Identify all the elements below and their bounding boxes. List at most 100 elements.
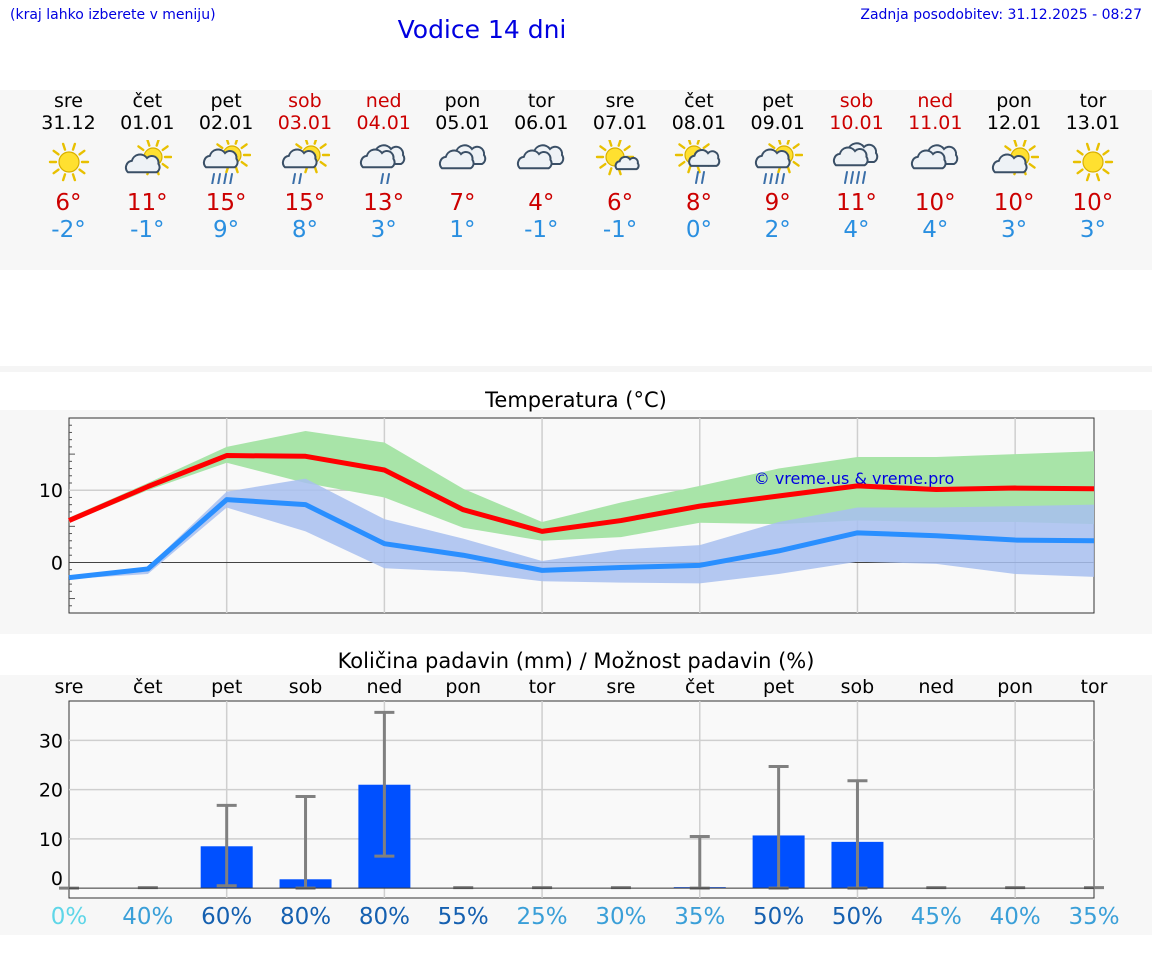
- precipitation-probability: 40%: [122, 904, 174, 930]
- precipitation-probability: 50%: [831, 904, 884, 930]
- forecast-day: sre 07.01 6° -1°: [581, 90, 659, 244]
- day-date: 03.01: [277, 112, 333, 134]
- day-date: 12.01: [986, 112, 1042, 134]
- day-date: 09.01: [750, 112, 805, 134]
- precipitation-probability: 35%: [674, 904, 726, 930]
- day-date: 08.01: [671, 112, 727, 134]
- min-temperature-range-band: [69, 478, 1094, 584]
- partly-cloudy-rain-icon: [203, 140, 252, 184]
- location-hint: (kraj lahko izberete v meniju): [10, 7, 216, 23]
- precipitation-day-label: tor: [528, 676, 556, 698]
- forecast-day: ned 11.01 10° 4°: [896, 90, 974, 244]
- day-date: 05.01: [435, 112, 490, 134]
- temperature-y-tick-label: 10: [39, 480, 63, 502]
- precipitation-probability: 25%: [516, 904, 568, 930]
- temperature-y-tick-label: 0: [51, 552, 63, 574]
- day-name: tor: [527, 90, 555, 112]
- precipitation-day-label: sre: [54, 676, 84, 698]
- precipitation-probability: 30%: [595, 904, 647, 930]
- precipitation-y-tick-label: 0: [51, 868, 63, 890]
- max-temperature: 13°: [363, 190, 405, 216]
- day-name: tor: [1079, 90, 1107, 112]
- precipitation-probability: 35%: [1068, 904, 1120, 930]
- max-temperature: 6°: [55, 190, 82, 216]
- partly-cloudy-icon: [125, 140, 173, 176]
- day-date: 07.01: [592, 112, 648, 134]
- max-temperature: 8°: [685, 190, 712, 216]
- forecast-day: čet 08.01 8° 0°: [660, 90, 738, 244]
- min-temperature: 3°: [1001, 217, 1028, 243]
- precipitation-probability: 50%: [753, 904, 805, 930]
- day-name: pon: [996, 90, 1032, 112]
- min-temperature: 0°: [685, 217, 712, 243]
- max-temperature: 9°: [764, 190, 791, 216]
- forecast-day: sre 31.12 6° -2°: [30, 90, 108, 244]
- sun-cloud-light-rain-icon: [674, 140, 721, 184]
- precipitation-day-label: ned: [366, 676, 403, 698]
- temperature-chart-title: Temperatura (°C): [485, 388, 667, 412]
- min-temperature: 8°: [291, 217, 318, 243]
- day-name: sob: [288, 90, 322, 112]
- cloudy-light-rain-icon: [359, 144, 405, 184]
- day-date: 31.12: [41, 112, 96, 134]
- precipitation-probability: 80%: [279, 904, 332, 930]
- precipitation-probability: 45%: [910, 904, 962, 930]
- forecast-day: čet 01.01 11° -1°: [108, 90, 186, 244]
- cloudy-icon: [517, 144, 565, 170]
- day-name: pet: [210, 90, 242, 112]
- precipitation-day-label: sob: [288, 676, 323, 698]
- forecast-strip: [0, 90, 1152, 270]
- precipitation-day-label: pon: [997, 676, 1033, 698]
- forecast-day: tor 06.01 4° -1°: [502, 90, 580, 244]
- precipitation-day-label: pet: [763, 676, 795, 698]
- precipitation-day-label: pon: [445, 676, 482, 698]
- precipitation-probability: 80%: [358, 904, 410, 930]
- min-temperature: -1°: [130, 217, 165, 243]
- day-date: 04.01: [356, 112, 411, 134]
- precipitation-chart-title: Količina padavin (mm) / Možnost padavin …: [337, 649, 815, 673]
- sun-icon: [48, 142, 89, 182]
- partly-cloudy-icon: [992, 140, 1040, 176]
- max-temperature: 10°: [1072, 190, 1114, 216]
- day-name: ned: [917, 90, 954, 112]
- day-date: 01.01: [120, 112, 175, 134]
- precipitation-probability: 55%: [437, 904, 489, 930]
- min-temperature: -1°: [524, 217, 559, 243]
- last-updated: Zadnja posodobitev: 31.12.2025 - 08:27: [860, 7, 1142, 23]
- min-temperature: 3°: [1079, 217, 1106, 243]
- min-temperature: -1°: [602, 217, 638, 243]
- precipitation-probability: 40%: [989, 904, 1041, 930]
- forecast-day: pet 09.01 9° 2°: [739, 90, 817, 244]
- max-temperature: 10°: [914, 190, 956, 216]
- precipitation-day-label: pet: [211, 676, 243, 698]
- max-temperature: 11°: [836, 190, 877, 216]
- sun-icon: [1072, 142, 1114, 182]
- forecast-day: sob 03.01 15° 8°: [266, 90, 344, 244]
- partly-cloudy-rain-icon: [754, 140, 803, 184]
- min-temperature: 1°: [449, 217, 476, 243]
- precipitation-day-label: čet: [684, 676, 715, 698]
- day-name: sob: [839, 90, 874, 112]
- min-temperature: -2°: [51, 217, 86, 243]
- max-temperature: 4°: [528, 190, 555, 216]
- precipitation-day-label: čet: [133, 676, 163, 698]
- max-temperature: 15°: [205, 190, 247, 216]
- day-name: čet: [684, 90, 714, 112]
- cloudy-icon: [438, 144, 486, 170]
- page-title: Vodice 14 dni: [397, 15, 567, 44]
- day-date: 10.01: [829, 112, 884, 134]
- cloudy-icon: [911, 144, 959, 170]
- day-date: 13.01: [1065, 112, 1121, 134]
- day-name: pet: [762, 90, 794, 112]
- max-temperature: 11°: [126, 190, 168, 216]
- precipitation-probability: 60%: [201, 904, 253, 930]
- day-name: čet: [132, 90, 163, 112]
- precipitation-y-tick-label: 10: [39, 829, 63, 851]
- forecast-day: pon 12.01 10° 3°: [975, 90, 1053, 244]
- precipitation-y-tick-label: 20: [39, 780, 63, 802]
- min-temperature: 2°: [764, 217, 791, 243]
- separator: [0, 366, 1152, 372]
- max-temperature-line: [68, 453, 1095, 534]
- precipitation-day-label: ned: [918, 676, 955, 698]
